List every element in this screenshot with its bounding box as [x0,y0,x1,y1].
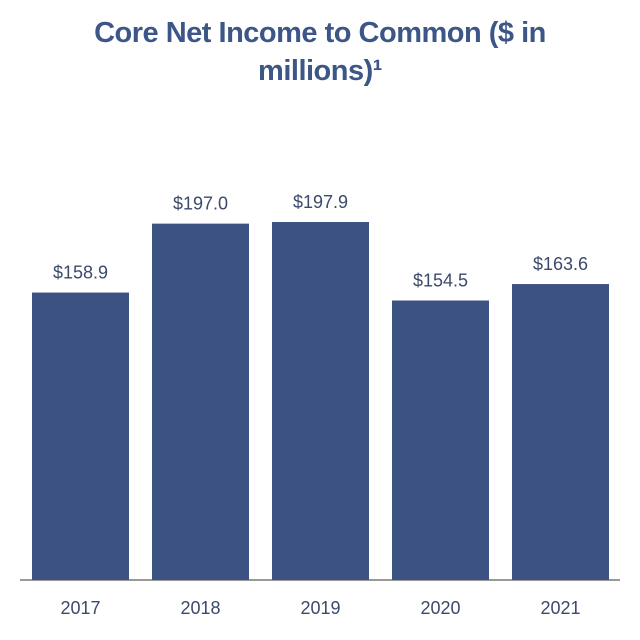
value-label: $163.6 [533,254,588,274]
value-label: $197.9 [293,192,348,212]
bar [32,292,129,580]
value-label: $158.9 [53,262,108,282]
bar [512,284,609,580]
bar [392,300,489,580]
x-tick-label: 2021 [540,598,580,618]
x-tick-label: 2018 [180,598,220,618]
x-tick-label: 2017 [60,598,100,618]
chart-title: Core Net Income to Common ($ in millions… [94,17,546,87]
x-tick-label: 2019 [300,598,340,618]
value-label: $154.5 [413,270,468,290]
x-tick-label: 2020 [420,598,460,618]
bar [152,223,249,580]
bar [272,222,369,580]
value-label: $197.0 [173,193,228,213]
